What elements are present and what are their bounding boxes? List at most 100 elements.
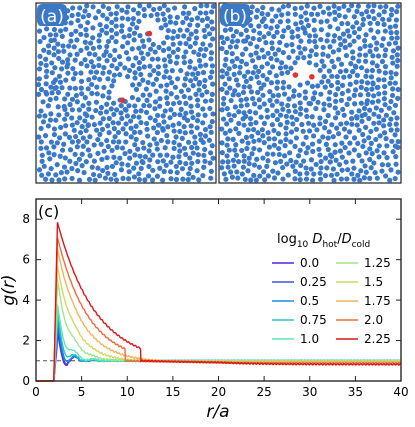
particle (235, 38, 241, 44)
particle (373, 105, 379, 111)
particle (123, 121, 129, 127)
particle (122, 150, 128, 157)
particle (256, 23, 262, 29)
particle (173, 134, 179, 140)
particle (185, 177, 191, 183)
particle (137, 129, 143, 135)
particle (387, 177, 393, 183)
particle (394, 115, 400, 121)
particle (318, 19, 324, 25)
particle (357, 177, 363, 183)
particle (155, 70, 161, 77)
particle (166, 46, 172, 52)
particle (276, 7, 282, 13)
particle (293, 126, 300, 132)
particle (335, 131, 342, 137)
particle (145, 51, 151, 57)
particle (128, 125, 134, 131)
particle (238, 97, 244, 103)
particle (335, 86, 341, 92)
particle (219, 140, 225, 146)
particle (49, 177, 55, 183)
particle (363, 32, 369, 38)
particle (208, 56, 214, 62)
particle (376, 91, 382, 97)
particle (195, 152, 201, 158)
particle (280, 4, 286, 10)
particle (358, 100, 364, 106)
particle (141, 145, 147, 151)
particle (280, 164, 286, 171)
particle (148, 12, 154, 19)
particle (51, 126, 58, 132)
particle (174, 94, 180, 100)
particle (325, 53, 331, 59)
particle (301, 158, 307, 164)
particle (368, 140, 374, 146)
particle (290, 121, 296, 127)
particle (200, 69, 207, 76)
particle (273, 13, 279, 19)
particle (123, 50, 130, 56)
particle (337, 35, 343, 41)
particle (371, 93, 377, 99)
particle (155, 112, 161, 119)
particle (371, 3, 377, 9)
particle (252, 64, 258, 70)
particle (219, 45, 225, 52)
particle (373, 46, 379, 52)
particle (226, 76, 232, 82)
particle (190, 174, 196, 180)
particle (103, 24, 109, 30)
particle (274, 85, 280, 91)
particle (224, 36, 230, 42)
particle (43, 81, 49, 87)
particle (140, 55, 146, 61)
particle (259, 11, 265, 17)
particle (125, 56, 132, 62)
particle (226, 66, 232, 72)
particle (155, 17, 161, 23)
particle (362, 111, 368, 118)
particle (132, 142, 138, 148)
particle (103, 30, 110, 36)
particle (315, 83, 321, 89)
particle (67, 85, 73, 91)
particle (381, 123, 387, 129)
particle (282, 153, 288, 159)
particle (311, 171, 317, 177)
particle (339, 20, 345, 27)
particle (129, 94, 135, 101)
particle (116, 139, 122, 145)
particle (367, 20, 373, 26)
particle (114, 107, 120, 113)
particle (44, 26, 50, 32)
particle (192, 66, 198, 72)
particle (228, 26, 234, 32)
particle (297, 111, 303, 117)
particle (57, 79, 64, 85)
particle (269, 102, 275, 108)
particle (136, 18, 142, 24)
particle (353, 87, 359, 93)
particle (96, 38, 102, 44)
particle (391, 110, 397, 116)
particle (90, 64, 97, 70)
particle (155, 64, 161, 70)
particle (392, 40, 399, 46)
particle (266, 136, 272, 142)
particle (379, 168, 385, 174)
particle (181, 60, 188, 66)
particle (209, 9, 215, 15)
particle (190, 150, 196, 156)
particle (362, 163, 368, 169)
particle (219, 150, 225, 156)
particle (73, 160, 79, 167)
particle (381, 117, 387, 123)
particle (188, 123, 194, 129)
particle (46, 49, 52, 55)
particle (324, 38, 330, 44)
particle (394, 127, 400, 133)
particle (312, 33, 319, 39)
